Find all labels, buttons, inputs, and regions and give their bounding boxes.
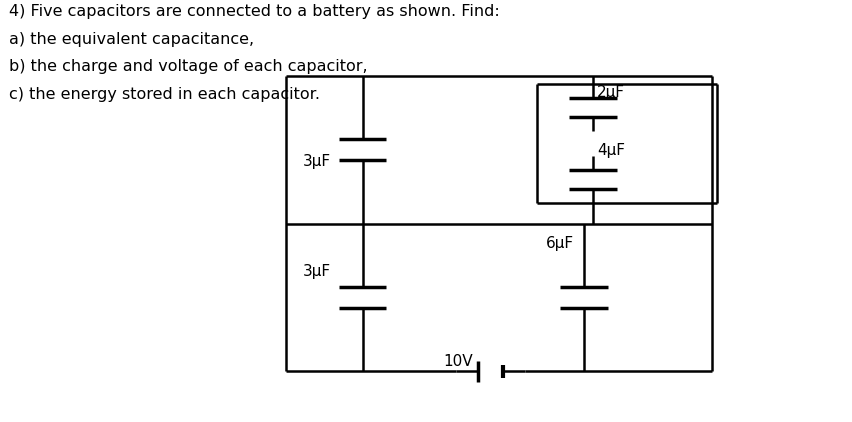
Text: b) the charge and voltage of each capacitor,: b) the charge and voltage of each capaci… [9, 59, 366, 74]
Text: 3μF: 3μF [302, 154, 331, 169]
Text: c) the energy stored in each capacitor.: c) the energy stored in each capacitor. [9, 87, 320, 102]
Text: a) the equivalent capacitance,: a) the equivalent capacitance, [9, 32, 253, 47]
Text: 10V: 10V [443, 354, 473, 370]
Text: 4μF: 4μF [596, 143, 625, 159]
Text: 6μF: 6μF [545, 236, 573, 252]
Text: 4) Five capacitors are connected to a battery as shown. Find:: 4) Five capacitors are connected to a ba… [9, 4, 498, 19]
Text: 2μF: 2μF [596, 85, 625, 100]
Text: 3μF: 3μF [302, 264, 331, 279]
